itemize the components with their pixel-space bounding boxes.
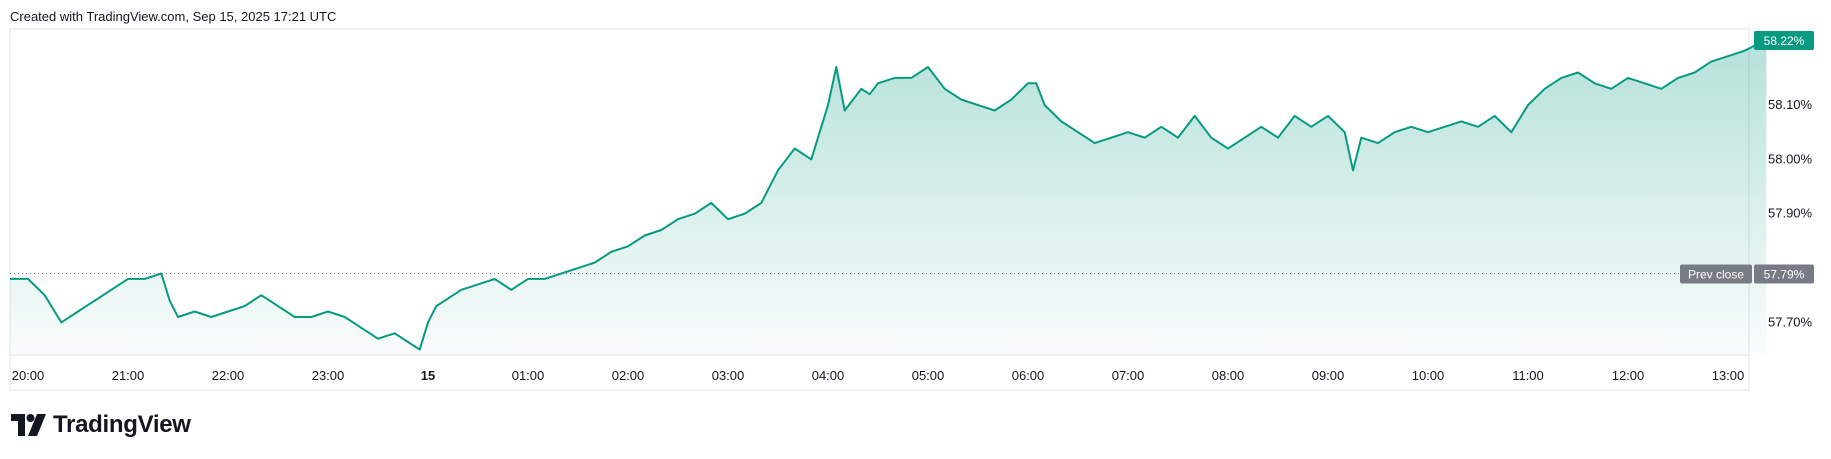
x-tick-label: 06:00 [1012, 368, 1045, 383]
y-tick-label: 58.10% [1768, 97, 1813, 112]
prev-close-value: 57.79% [1764, 268, 1805, 282]
x-tick-label: 21:00 [112, 368, 145, 383]
x-tick-label: 15 [421, 368, 435, 383]
x-tick-label: 08:00 [1212, 368, 1245, 383]
area-fill [10, 39, 1767, 356]
x-tick-label: 10:00 [1412, 368, 1445, 383]
chart-caption: Created with TradingView.com, Sep 15, 20… [10, 9, 337, 24]
brand-name: TradingView [53, 411, 191, 438]
price-line [10, 39, 1767, 351]
x-tick-label: 22:00 [212, 368, 245, 383]
x-tick-label: 01:00 [512, 368, 545, 383]
x-tick-label: 07:00 [1112, 368, 1145, 383]
y-tick-label: 57.70% [1768, 314, 1813, 329]
x-tick-label: 11:00 [1512, 368, 1544, 383]
x-tick-label: 02:00 [612, 368, 645, 383]
last-value-label: 58.22% [1764, 34, 1805, 48]
x-tick-label: 03:00 [712, 368, 745, 383]
x-tick-label: 13:00 [1712, 368, 1745, 383]
prev-close-label-badge [1680, 264, 1752, 284]
x-tick-label: 09:00 [1312, 368, 1345, 383]
last-value-badge [1754, 31, 1814, 50]
x-tick-label: 23:00 [312, 368, 345, 383]
x-tick-label: 05:00 [912, 368, 945, 383]
tradingview-logo-icon [11, 414, 46, 436]
brand-logo[interactable]: TradingView [11, 410, 191, 440]
prev-close-label: Prev close [1688, 268, 1744, 282]
y-tick-label: 58.00% [1768, 151, 1813, 166]
prev-close-value-badge [1754, 264, 1814, 284]
x-tick-label: 04:00 [812, 368, 845, 383]
x-tick-label: 20:00 [12, 368, 45, 383]
y-tick-label: 57.90% [1768, 206, 1813, 221]
x-tick-label: 12:00 [1612, 368, 1645, 383]
